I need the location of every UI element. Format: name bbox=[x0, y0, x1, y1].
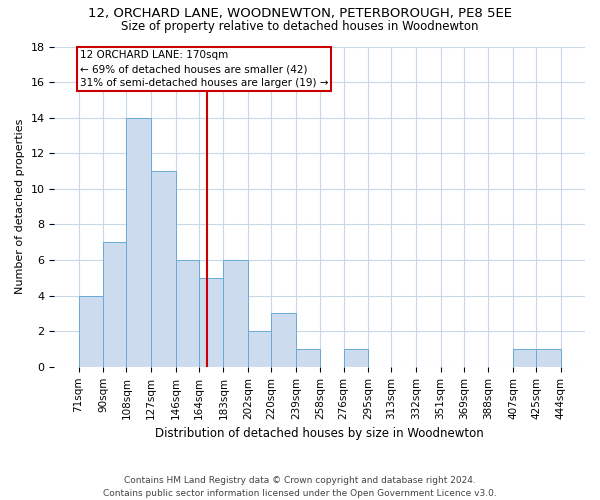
X-axis label: Distribution of detached houses by size in Woodnewton: Distribution of detached houses by size … bbox=[155, 427, 484, 440]
Bar bbox=[248, 331, 271, 367]
Bar bbox=[176, 260, 199, 367]
Bar bbox=[199, 278, 223, 367]
Bar bbox=[79, 296, 103, 367]
Bar bbox=[513, 349, 536, 367]
Y-axis label: Number of detached properties: Number of detached properties bbox=[15, 119, 25, 294]
Bar bbox=[151, 171, 176, 367]
Bar bbox=[344, 349, 368, 367]
Text: Contains HM Land Registry data © Crown copyright and database right 2024.
Contai: Contains HM Land Registry data © Crown c… bbox=[103, 476, 497, 498]
Bar bbox=[103, 242, 127, 367]
Bar bbox=[127, 118, 151, 367]
Bar bbox=[271, 314, 296, 367]
Bar bbox=[296, 349, 320, 367]
Bar bbox=[223, 260, 248, 367]
Text: 12, ORCHARD LANE, WOODNEWTON, PETERBOROUGH, PE8 5EE: 12, ORCHARD LANE, WOODNEWTON, PETERBOROU… bbox=[88, 8, 512, 20]
Text: 12 ORCHARD LANE: 170sqm
← 69% of detached houses are smaller (42)
31% of semi-de: 12 ORCHARD LANE: 170sqm ← 69% of detache… bbox=[80, 50, 328, 88]
Bar bbox=[536, 349, 561, 367]
Text: Size of property relative to detached houses in Woodnewton: Size of property relative to detached ho… bbox=[121, 20, 479, 33]
